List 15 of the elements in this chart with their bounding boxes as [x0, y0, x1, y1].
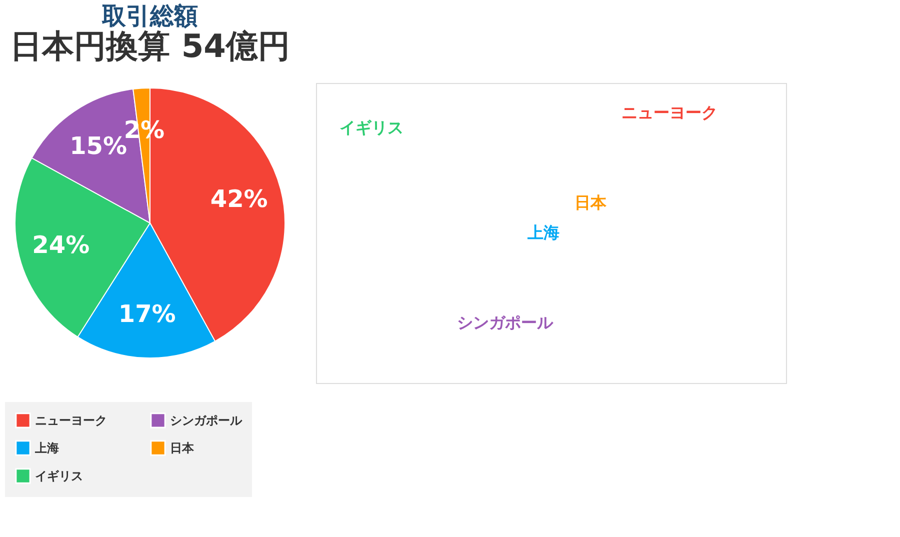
- category-label: 上海: [526, 223, 560, 242]
- category-label: イギリス: [340, 118, 404, 137]
- data-label: 42%: [210, 185, 268, 214]
- legend-label: シンガポール: [170, 413, 243, 428]
- chart-title: 取引総額: [101, 2, 198, 30]
- legend-label: 日本: [170, 441, 195, 455]
- data-label: 17%: [118, 300, 176, 328]
- category-label: シンガポール: [457, 313, 554, 332]
- data-label: 24%: [32, 230, 90, 259]
- chart-subtitle: 日本円換算 54億円: [10, 27, 290, 65]
- legend-label: ニューヨーク: [35, 413, 107, 428]
- legend-label: 上海: [34, 441, 59, 455]
- category-label: ニューヨーク: [622, 103, 718, 122]
- legend-label: イギリス: [35, 469, 83, 483]
- category-label: 日本: [574, 193, 608, 212]
